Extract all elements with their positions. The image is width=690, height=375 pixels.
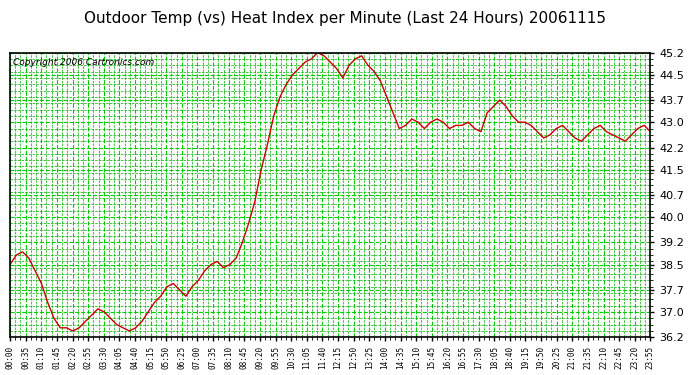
Text: Copyright 2006 Cartronics.com: Copyright 2006 Cartronics.com [13,58,155,67]
Text: Outdoor Temp (vs) Heat Index per Minute (Last 24 Hours) 20061115: Outdoor Temp (vs) Heat Index per Minute … [84,11,606,26]
